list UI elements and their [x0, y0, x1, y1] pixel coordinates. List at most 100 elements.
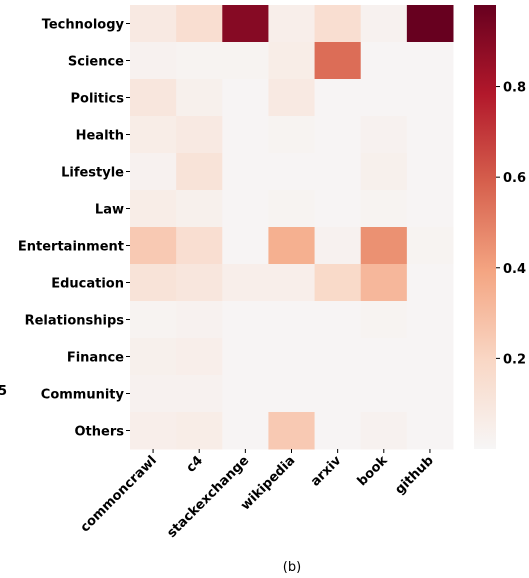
row-label: Politics: [71, 92, 125, 107]
cell: [130, 301, 177, 339]
cell: [130, 375, 177, 413]
caption: (b): [283, 560, 301, 575]
cell: [360, 227, 408, 265]
cell: [130, 227, 177, 265]
cell: [314, 301, 362, 339]
cell: [406, 116, 454, 154]
cell: [314, 412, 362, 450]
row-label: Others: [75, 425, 125, 440]
row-label: Entertainment: [18, 240, 124, 255]
colorbar: [474, 5, 496, 449]
cell: [406, 375, 454, 413]
cell: [406, 412, 454, 450]
cell: [360, 412, 408, 450]
cell: [406, 264, 454, 302]
row-label: Education: [51, 277, 124, 292]
row-label: Health: [76, 129, 124, 144]
cell: [360, 153, 408, 191]
cell: [222, 153, 269, 191]
cell: [268, 375, 316, 413]
cell: [268, 42, 316, 80]
column-label: c4: [184, 453, 206, 475]
cell: [314, 227, 362, 265]
cell: [314, 116, 362, 154]
cell: [130, 5, 177, 43]
cell: [268, 412, 316, 450]
cell: [406, 338, 454, 376]
cell: [176, 79, 223, 117]
cell: [406, 227, 454, 265]
cell: [314, 42, 362, 80]
cell: [268, 79, 316, 117]
colorbar-tick-label: 0.2: [503, 352, 526, 367]
cell: [130, 412, 177, 450]
row-label: Science: [68, 55, 124, 70]
cell: [222, 79, 269, 117]
cell: [176, 153, 223, 191]
cell: [130, 116, 177, 154]
cell: [360, 190, 408, 228]
cell: [268, 301, 316, 339]
column-label: github: [392, 453, 436, 497]
cell: [130, 264, 177, 302]
cell: [314, 375, 362, 413]
cell: [176, 412, 223, 450]
cell: [406, 301, 454, 339]
cell: [222, 412, 269, 450]
cell: [360, 116, 408, 154]
cell: [268, 5, 316, 43]
row-label: Technology: [42, 18, 125, 33]
column-label: book: [355, 453, 391, 489]
colorbar-tick-label: 0.4: [503, 262, 526, 277]
cell: [268, 116, 316, 154]
cell: [176, 301, 223, 339]
cell: [222, 42, 269, 80]
cell: [314, 338, 362, 376]
cell: [176, 264, 223, 302]
cell: [314, 5, 362, 43]
column-label: stackexchange: [164, 453, 252, 541]
row-label: Finance: [67, 351, 124, 366]
cell: [176, 5, 223, 43]
cell: [176, 116, 223, 154]
cell: [222, 227, 269, 265]
cell: [130, 190, 177, 228]
cell: [268, 264, 316, 302]
cell: [176, 227, 223, 265]
cell: [314, 153, 362, 191]
cell: [268, 338, 316, 376]
cell: [268, 227, 316, 265]
cell: [268, 153, 316, 191]
cell: [222, 5, 269, 43]
column-label: commoncrawl: [78, 453, 160, 535]
cell: [222, 338, 269, 376]
cell: [176, 375, 223, 413]
cell: [268, 190, 316, 228]
cell: [314, 264, 362, 302]
cell: [130, 153, 177, 191]
cell: [222, 301, 269, 339]
cell: [360, 301, 408, 339]
cell: [406, 79, 454, 117]
cell: [176, 42, 223, 80]
cell: [176, 190, 223, 228]
row-label: Law: [95, 203, 124, 218]
cell: [130, 338, 177, 376]
column-label: arxiv: [308, 453, 345, 490]
cell: [406, 153, 454, 191]
cell: [130, 42, 177, 80]
cell: [130, 79, 177, 117]
cell: [406, 190, 454, 228]
cell: [360, 375, 408, 413]
cell: [222, 264, 269, 302]
cell: [222, 116, 269, 154]
colorbar-tick-label: 0.6: [503, 171, 526, 186]
row-label: Lifestyle: [61, 166, 124, 181]
cell: [360, 79, 408, 117]
cell: [360, 338, 408, 376]
edge-fragment: 5: [0, 384, 7, 399]
cell: [222, 190, 269, 228]
cell: [360, 264, 408, 302]
cell: [360, 5, 408, 43]
